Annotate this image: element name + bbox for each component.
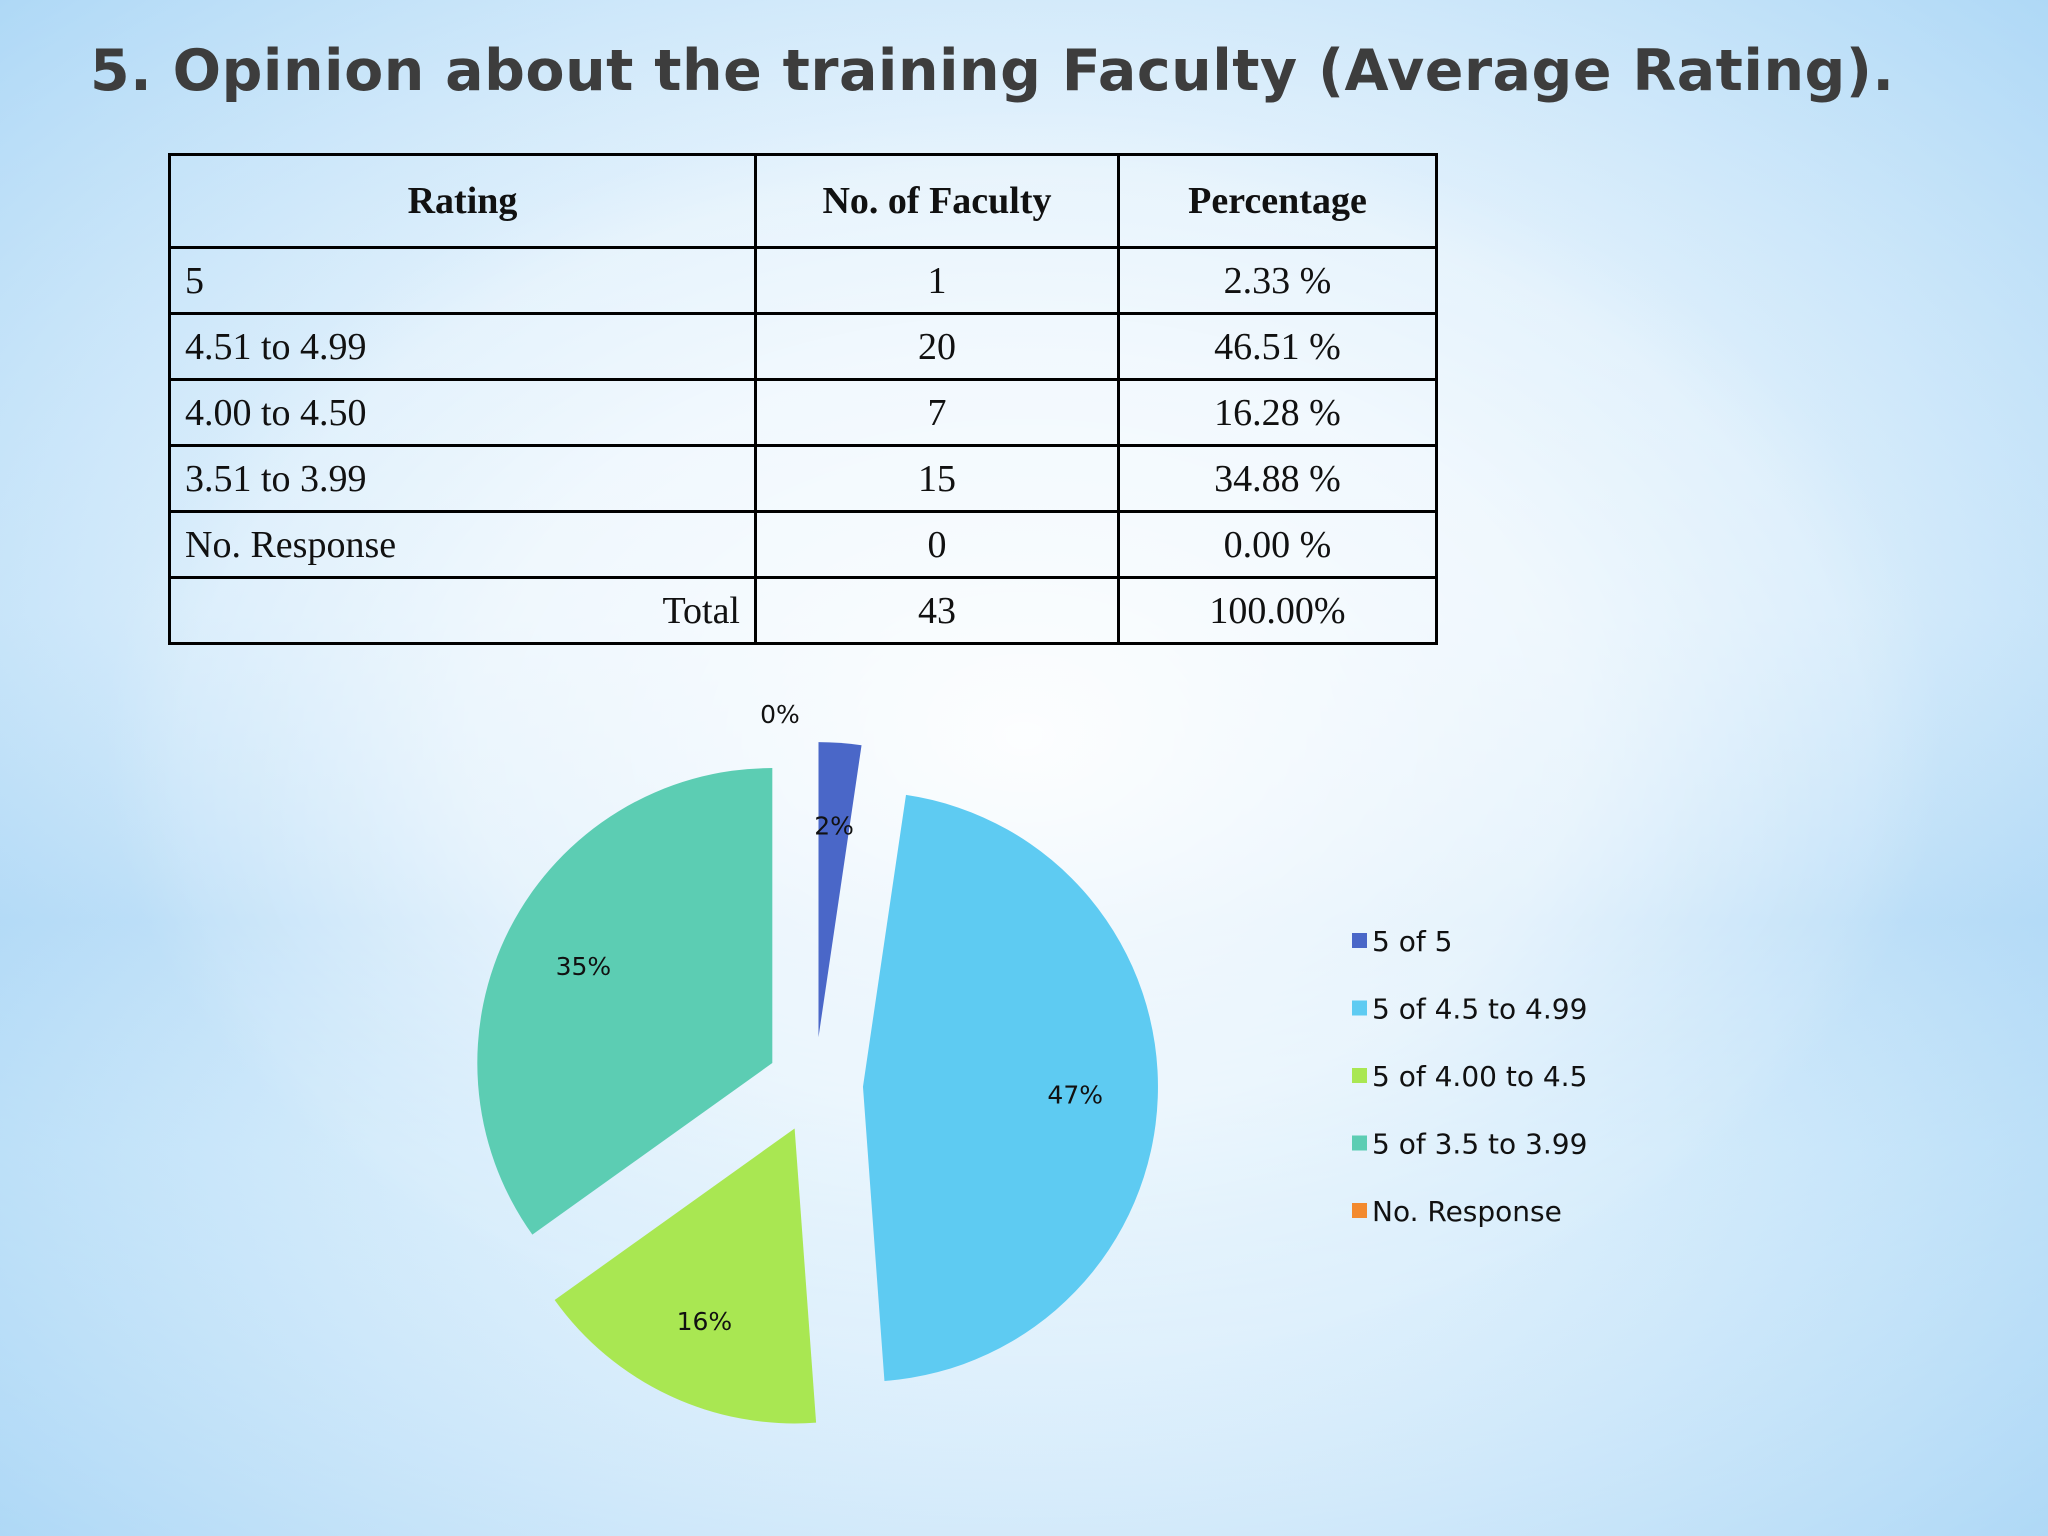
- slide-title: 5. Opinion about the training Faculty (A…: [90, 38, 1895, 104]
- legend-label: 5 of 4.00 to 4.5: [1372, 1060, 1587, 1093]
- table-header-row: Rating No. of Faculty Percentage: [168, 153, 1438, 249]
- table-row: No. Response 0 0.00 %: [168, 510, 1438, 579]
- cell-count: 1: [754, 246, 1120, 315]
- pie-slice: [862, 794, 1158, 1381]
- rating-table: Rating No. of Faculty Percentage 5 1 2.3…: [168, 153, 1438, 645]
- pie-slice: [477, 768, 773, 1235]
- total-label: Total: [168, 576, 757, 645]
- legend-label: No. Response: [1372, 1195, 1562, 1228]
- pie-data-label: 16%: [677, 1307, 733, 1336]
- cell-count: 0: [754, 510, 1120, 579]
- legend-swatch: [1352, 1068, 1367, 1083]
- pie-data-label: 2%: [814, 811, 854, 840]
- pie-slice: [818, 742, 862, 1038]
- cell-count: 15: [754, 444, 1120, 513]
- cell-rating: 3.51 to 3.99: [168, 444, 757, 513]
- legend-swatch: [1352, 933, 1367, 948]
- cell-percentage: 34.88 %: [1117, 444, 1438, 513]
- cell-percentage: 16.28 %: [1117, 378, 1438, 447]
- cell-percentage: 2.33 %: [1117, 246, 1438, 315]
- total-count: 43: [754, 576, 1120, 645]
- table-row: 4.00 to 4.50 7 16.28 %: [168, 378, 1438, 447]
- legend-swatch: [1352, 1203, 1367, 1218]
- legend-label: 5 of 4.5 to 4.99: [1372, 993, 1587, 1026]
- cell-rating: 4.51 to 4.99: [168, 312, 757, 381]
- pie-data-label: 35%: [556, 952, 612, 981]
- table-row: 5 1 2.33 %: [168, 246, 1438, 315]
- legend-label: 5 of 5: [1372, 925, 1452, 958]
- cell-percentage: 46.51 %: [1117, 312, 1438, 381]
- cell-percentage: 0.00 %: [1117, 510, 1438, 579]
- header-no-of-faculty: No. of Faculty: [754, 153, 1120, 249]
- pie-slice: [554, 1128, 817, 1424]
- pie-data-label: 0%: [760, 700, 800, 729]
- legend-swatch: [1352, 1135, 1367, 1151]
- cell-count: 7: [754, 378, 1120, 447]
- cell-count: 20: [754, 312, 1120, 381]
- cell-rating: 5: [168, 246, 757, 315]
- table-row: 3.51 to 3.99 15 34.88 %: [168, 444, 1438, 513]
- cell-rating: No. Response: [168, 510, 757, 579]
- cell-rating: 4.00 to 4.50: [168, 378, 757, 447]
- header-rating: Rating: [168, 153, 757, 249]
- legend-label: 5 of 3.5 to 3.99: [1372, 1128, 1587, 1161]
- total-percentage: 100.00%: [1117, 576, 1438, 645]
- table-total-row: Total 43 100.00%: [168, 576, 1438, 645]
- header-percentage: Percentage: [1117, 153, 1438, 249]
- pie-data-label: 47%: [1047, 1081, 1103, 1110]
- legend-swatch: [1352, 1000, 1367, 1016]
- table-row: 4.51 to 4.99 20 46.51 %: [168, 312, 1438, 381]
